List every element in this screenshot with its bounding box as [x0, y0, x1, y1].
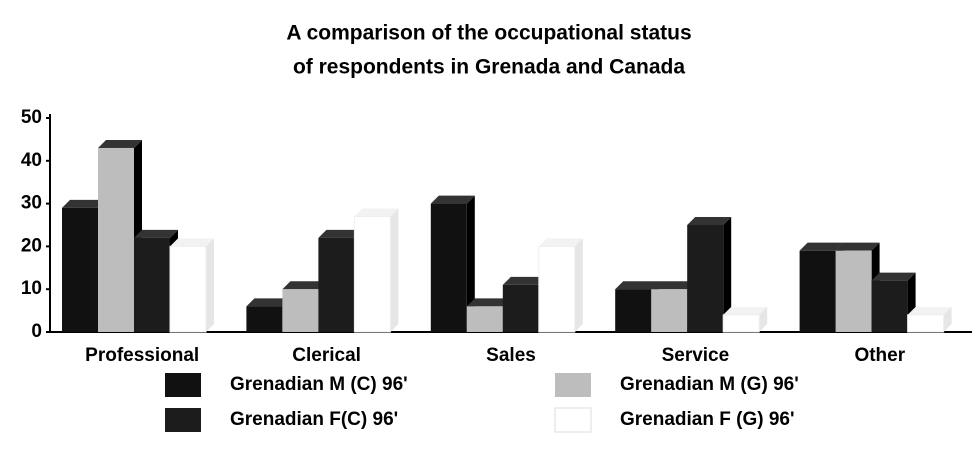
bar-top: [907, 306, 952, 315]
bar-top: [98, 139, 142, 148]
bar-top: [651, 281, 696, 290]
bar: [318, 237, 355, 332]
bar-side: [574, 238, 583, 332]
bar: [246, 306, 283, 332]
bar: [871, 280, 908, 332]
bar-top: [723, 306, 768, 315]
bar-top: [354, 208, 399, 217]
bar: [538, 245, 576, 333]
bar-top: [282, 281, 327, 290]
legend-label: Grenadian M (G) 96': [620, 374, 799, 395]
legend-label: Grenadian F(C) 96': [230, 409, 398, 430]
bar-top: [615, 281, 660, 290]
bar: [722, 314, 760, 333]
bar-top: [538, 238, 583, 247]
y-tick-label: 50: [21, 107, 42, 128]
x-tick-label: Other: [854, 345, 905, 366]
bar-side: [390, 208, 399, 332]
bar-side: [759, 306, 768, 332]
bar: [169, 245, 207, 333]
legend-swatch: [165, 373, 201, 397]
bar: [615, 289, 652, 332]
bar-top: [246, 298, 291, 307]
bar-top: [62, 199, 106, 208]
bar: [835, 250, 872, 332]
bar-top: [466, 298, 511, 307]
bar-side: [466, 195, 475, 332]
chart-title: of respondents in Grenada and Canada: [293, 56, 685, 79]
y-tick-label: 0: [31, 321, 42, 342]
x-tick-label: Professional: [85, 345, 199, 366]
legend-label: Grenadian M (C) 96': [230, 374, 408, 395]
bar-top: [799, 242, 844, 251]
bar: [98, 147, 134, 332]
bar-top: [871, 272, 916, 281]
bar: [799, 250, 836, 332]
legend-swatch: [165, 408, 201, 432]
bar-top: [502, 276, 547, 285]
bar: [687, 225, 724, 332]
bar-side: [943, 306, 952, 332]
bar: [430, 203, 467, 332]
x-tick-label: Sales: [486, 345, 536, 366]
y-tick-label: 30: [21, 193, 42, 214]
legend-label: Grenadian F (G) 96': [620, 409, 795, 430]
bar: [282, 289, 319, 332]
bar-side: [206, 238, 214, 332]
bar: [502, 284, 539, 332]
bar: [466, 306, 503, 332]
bar-top: [170, 238, 214, 247]
bar: [353, 215, 391, 333]
y-tick-label: 10: [21, 278, 42, 299]
bar-top: [318, 229, 363, 238]
y-tick-label: 20: [21, 235, 42, 256]
bar-side: [723, 217, 732, 332]
bar: [651, 289, 688, 332]
legend-swatch: [554, 407, 592, 433]
bar: [62, 207, 98, 332]
bar-top: [134, 229, 178, 238]
bar: [907, 314, 945, 333]
x-tick-label: Service: [662, 345, 730, 366]
chart-title: A comparison of the occupational status: [286, 22, 691, 45]
x-tick-label: Clerical: [292, 345, 361, 366]
bar-top: [835, 242, 880, 251]
y-tick-label: 40: [21, 150, 42, 171]
bar: [134, 237, 170, 332]
legend-swatch: [555, 373, 591, 397]
bar-top: [687, 217, 732, 225]
bar-top: [430, 195, 475, 204]
